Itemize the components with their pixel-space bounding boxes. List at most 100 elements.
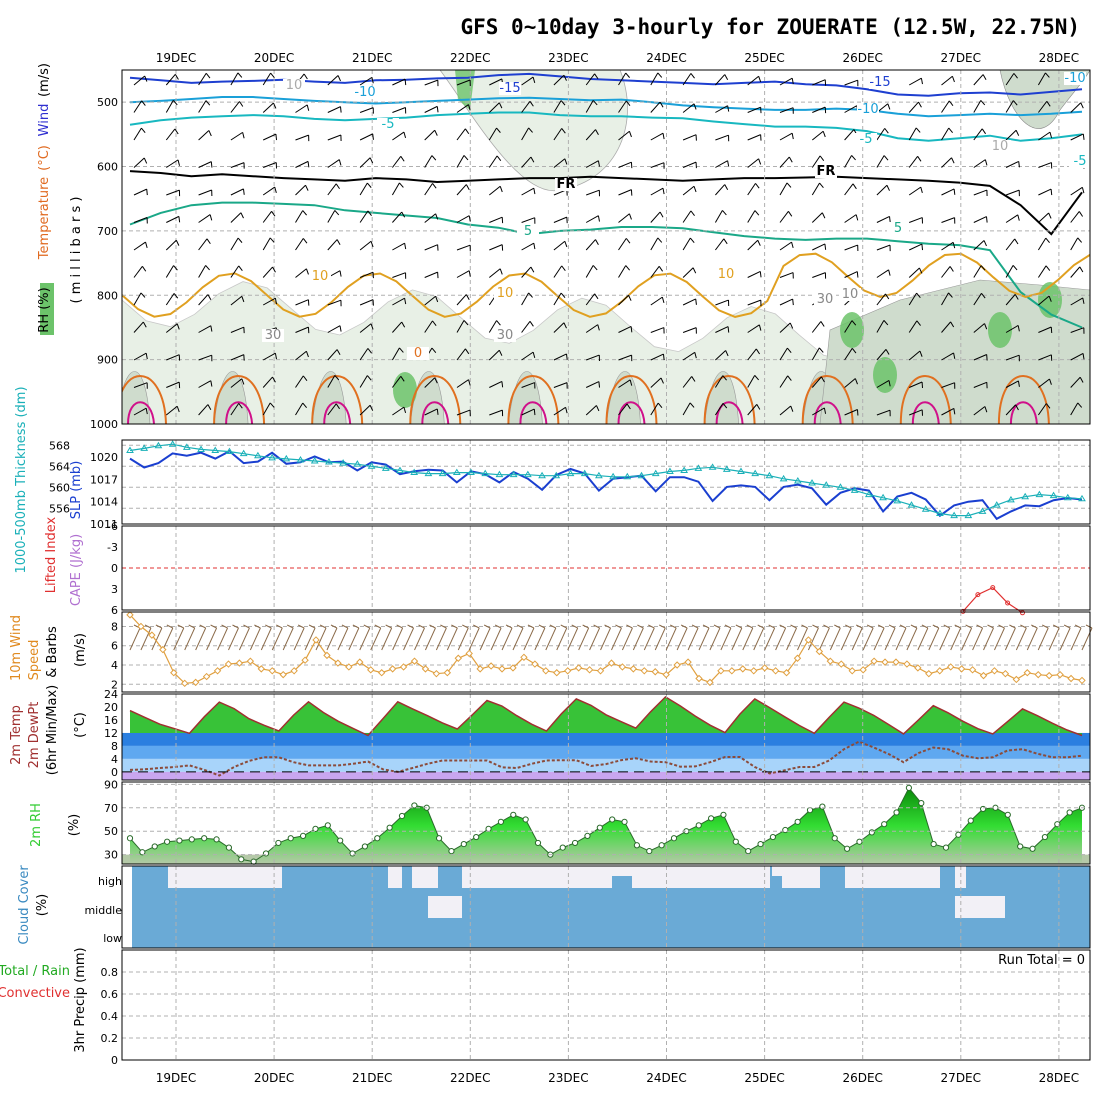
wind-barb: [392, 297, 405, 306]
wind-barb: [1005, 189, 1020, 196]
wind-barb-flag: [337, 75, 341, 82]
isotherm-hot: [323, 401, 352, 424]
wind-barb-flag: [436, 408, 439, 415]
rh-marker: [460, 840, 467, 848]
thickness-marker: [779, 474, 788, 482]
wind-barb: [941, 352, 954, 361]
wind-barb: [198, 404, 209, 416]
wind-barb-flag: [339, 270, 342, 277]
wind-speed-marker: [1001, 669, 1010, 678]
wind-barb-flag: [498, 350, 503, 356]
wind-speed-marker: [202, 672, 211, 681]
rh-marker: [621, 818, 628, 825]
wind-barb-flag: [371, 77, 374, 84]
rh-marker: [324, 822, 331, 829]
thickness-marker: [396, 466, 404, 473]
temp-tick: 16: [104, 714, 118, 727]
wind-speed-marker: [213, 667, 222, 675]
wind-barb-flag: [334, 375, 340, 381]
contour-label: -5: [1074, 154, 1087, 169]
wind-barb-flag: [205, 72, 211, 79]
wind-barb-flag: [949, 266, 954, 272]
wind-barb-flag: [274, 186, 277, 194]
wind-speed-marker: [410, 657, 419, 665]
cloud-high-clear: [412, 866, 438, 888]
rh-legend-swatch: [40, 283, 54, 335]
wind-barb-10m: [129, 627, 141, 651]
wind-barb-flag: [757, 240, 761, 246]
wind-speed-marker: [356, 658, 364, 666]
wind-barb-10m: [173, 627, 185, 651]
wind-barb: [456, 79, 471, 86]
wind-barb-flag: [533, 409, 536, 416]
panel-frame: [121, 611, 1091, 693]
wind-barb-flag: [1015, 130, 1020, 136]
wind-barb-flag: [630, 326, 633, 333]
lifted-index-panel: -6 -3 0 3 6: [107, 520, 1090, 617]
wind-barb-flag: [141, 100, 146, 106]
wind-speed-marker: [574, 664, 583, 672]
wind-barb: [973, 159, 986, 168]
wind-barb-flag: [339, 325, 342, 332]
rh-marker: [707, 815, 715, 822]
wind-barb-flag: [400, 376, 405, 382]
wind-speed-marker: [323, 651, 331, 660]
wind-barb: [1038, 212, 1049, 223]
wind-barb-flag: [366, 182, 372, 188]
wind-barb: [779, 211, 789, 223]
wind-barb: [262, 72, 272, 86]
wind-tick: 4: [111, 659, 118, 672]
wind-barb: [585, 239, 596, 251]
thickness-line: [129, 443, 1083, 517]
wind-barb-flag: [369, 157, 374, 164]
thickness-marker: [936, 509, 944, 516]
lifted-index-line: [962, 586, 1023, 614]
wind-barb-10m-flag: [888, 624, 896, 629]
wind-barb-flag: [980, 100, 986, 106]
wind-barb-10m: [162, 627, 174, 651]
wind-barb-flag: [207, 294, 212, 301]
wind-barb: [553, 353, 567, 361]
thickness-marker: [268, 453, 276, 461]
wind-barb: [262, 402, 271, 416]
wind-barb: [1005, 129, 1017, 141]
wind-speed-marker: [377, 669, 386, 677]
wind-barb-flag: [272, 376, 276, 383]
wind-barb-10m: [972, 627, 984, 651]
wind-barb-flag: [918, 267, 923, 274]
wind-barb-flag: [948, 100, 954, 106]
wind-speed-marker: [509, 664, 517, 672]
wind-barb-flag: [758, 76, 762, 83]
wind-speed-marker: [520, 653, 528, 662]
temp-area: [130, 696, 1082, 736]
wind-barb: [650, 266, 660, 278]
wind-speed-marker: [662, 670, 670, 679]
wind-barb-flag: [173, 265, 178, 271]
isotherm-10: [122, 252, 1090, 318]
wind-unit-label: (m/s): [73, 633, 88, 667]
wind-barb-10m: [578, 627, 590, 651]
wind-speed-marker: [257, 665, 266, 673]
wind-barb-flag: [625, 238, 631, 244]
wind-speed-marker: [465, 649, 473, 658]
wind-speed-marker: [618, 663, 627, 671]
wind-barb-10m-flag: [702, 624, 710, 629]
wind-barb: [133, 75, 146, 86]
rh-marker: [868, 829, 875, 836]
wind-barb-10m: [1026, 627, 1038, 651]
wind-barb-flag: [982, 74, 987, 80]
wind-barb: [715, 184, 726, 196]
wind-barb-10m: [304, 627, 316, 651]
wind-speed-marker: [782, 669, 791, 677]
wind-barb: [392, 406, 405, 416]
wind-barb-flag: [468, 215, 471, 222]
wind-speed-marker: [793, 654, 802, 662]
rh-marker: [806, 807, 814, 814]
wind-barb-flag: [594, 73, 599, 80]
wind-barb: [1037, 72, 1046, 86]
panel-frame: [121, 693, 1091, 781]
wind-barb-flag: [659, 101, 664, 108]
wind-barb-flag: [883, 155, 889, 161]
wind-speed-marker: [892, 658, 900, 666]
wind-barb: [941, 241, 954, 251]
